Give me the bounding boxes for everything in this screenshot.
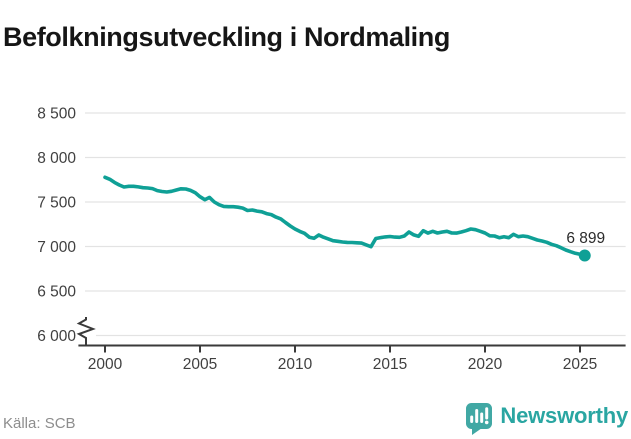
speech-bubble-tail xyxy=(472,428,483,435)
bar-chart-glyph xyxy=(470,407,489,423)
y-axis-tick-label: 8 500 xyxy=(37,106,76,123)
y-axis-tick-label: 7 000 xyxy=(37,239,76,256)
newsworthy-wordmark: Newsworthy xyxy=(500,403,628,428)
newsworthy-logo[interactable]: Newsworthy xyxy=(465,402,628,436)
x-axis-tick-label: 2010 xyxy=(278,356,313,373)
latest-point-marker xyxy=(578,249,591,262)
y-axis-tick-label: 7 500 xyxy=(37,195,76,212)
x-axis-tick-label: 2005 xyxy=(183,356,217,373)
y-axis-tick-label: 6 000 xyxy=(37,328,76,345)
y-axis-tick-label: 6 500 xyxy=(37,284,76,301)
axis-break-symbol xyxy=(76,317,96,345)
x-axis-tick-label: 2000 xyxy=(88,356,123,373)
latest-value-label: 6 899 xyxy=(566,230,605,247)
exclamation-dot xyxy=(485,420,489,425)
source-caption: Källa: SCB xyxy=(3,415,76,432)
x-axis-tick-label: 2015 xyxy=(373,356,407,373)
newsworthy-badge-icon xyxy=(466,403,493,435)
population-line xyxy=(103,175,587,258)
chart-title: Befolkningsutveckling i Nordmaling xyxy=(3,22,450,53)
x-axis-tick-label: 2025 xyxy=(563,356,597,373)
x-axis-tick-label: 2020 xyxy=(468,356,503,373)
y-axis-tick-label: 8 000 xyxy=(37,150,76,167)
